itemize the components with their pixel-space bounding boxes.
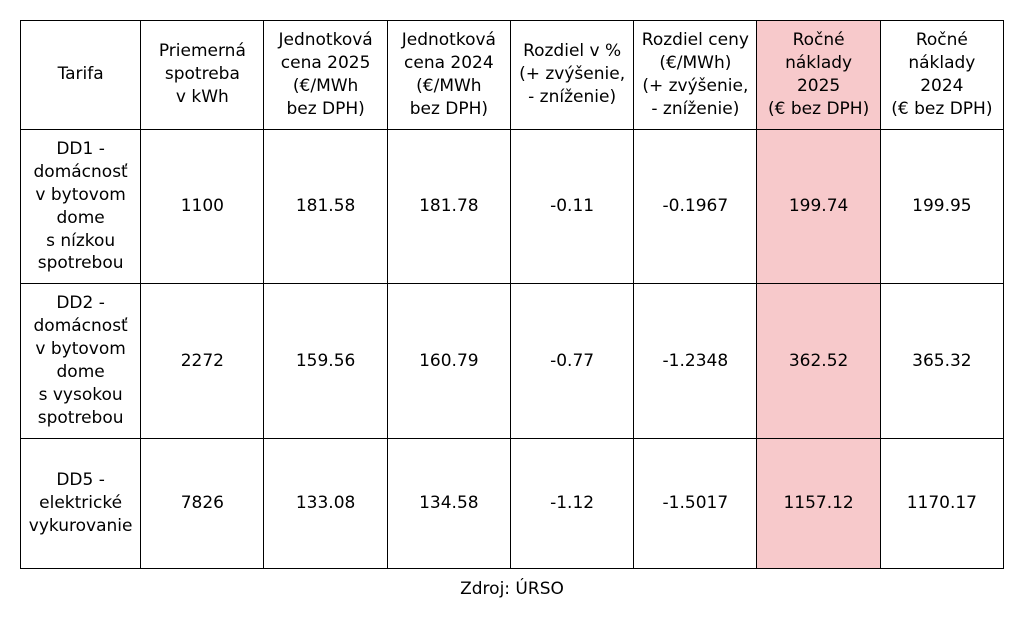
cell-naklady2025: 199.74: [757, 129, 880, 284]
cell-naklady2024: 1170.17: [880, 439, 1003, 569]
col-header-tarifa: Tarifa: [21, 21, 141, 130]
cell-cena2025: 159.56: [264, 284, 387, 439]
cell-cena2025: 181.58: [264, 129, 387, 284]
col-header-naklady2024: Ročnénáklady 2024(€ bez DPH): [880, 21, 1003, 130]
source-label: Zdroj: ÚRSO: [20, 579, 1004, 599]
cell-rozdiel-pct: -0.77: [510, 284, 633, 439]
cell-spotreba: 2272: [141, 284, 264, 439]
cell-rozdiel-pct: -0.11: [510, 129, 633, 284]
cell-rozdiel-eur: -1.2348: [634, 284, 757, 439]
col-header-rozdiel-pct: Rozdiel v %(+ zvýšenie,- zníženie): [510, 21, 633, 130]
cell-cena2024: 134.58: [387, 439, 510, 569]
cell-rozdiel-pct: -1.12: [510, 439, 633, 569]
cell-cena2025: 133.08: [264, 439, 387, 569]
cell-naklady2025: 362.52: [757, 284, 880, 439]
table-row: DD5 -elektrickévykurovanie 7826 133.08 1…: [21, 439, 1004, 569]
cell-naklady2024: 199.95: [880, 129, 1003, 284]
col-header-cena2024: Jednotkovácena 2024(€/MWhbez DPH): [387, 21, 510, 130]
col-header-naklady2025: Ročnénáklady 2025(€ bez DPH): [757, 21, 880, 130]
cell-tarifa: DD2 -domácnosťv bytovomdomes vysokouspot…: [21, 284, 141, 439]
cell-rozdiel-eur: -0.1967: [634, 129, 757, 284]
cell-spotreba: 7826: [141, 439, 264, 569]
col-header-spotreba: Priemernáspotrebav kWh: [141, 21, 264, 130]
col-header-cena2025: Jednotkovácena 2025(€/MWhbez DPH): [264, 21, 387, 130]
tariff-table: Tarifa Priemernáspotrebav kWh Jednotková…: [20, 20, 1004, 569]
table-row: DD1 -domácnosťv bytovomdomes nízkouspotr…: [21, 129, 1004, 284]
cell-tarifa: DD5 -elektrickévykurovanie: [21, 439, 141, 569]
table-body: DD1 -domácnosťv bytovomdomes nízkouspotr…: [21, 129, 1004, 568]
table-row: DD2 -domácnosťv bytovomdomes vysokouspot…: [21, 284, 1004, 439]
cell-tarifa: DD1 -domácnosťv bytovomdomes nízkouspotr…: [21, 129, 141, 284]
cell-cena2024: 160.79: [387, 284, 510, 439]
cell-naklady2025: 1157.12: [757, 439, 880, 569]
cell-spotreba: 1100: [141, 129, 264, 284]
cell-cena2024: 181.78: [387, 129, 510, 284]
cell-rozdiel-eur: -1.5017: [634, 439, 757, 569]
col-header-rozdiel-eur: Rozdiel ceny(€/MWh)(+ zvýšenie,- zníženi…: [634, 21, 757, 130]
cell-naklady2024: 365.32: [880, 284, 1003, 439]
table-header-row: Tarifa Priemernáspotrebav kWh Jednotková…: [21, 21, 1004, 130]
